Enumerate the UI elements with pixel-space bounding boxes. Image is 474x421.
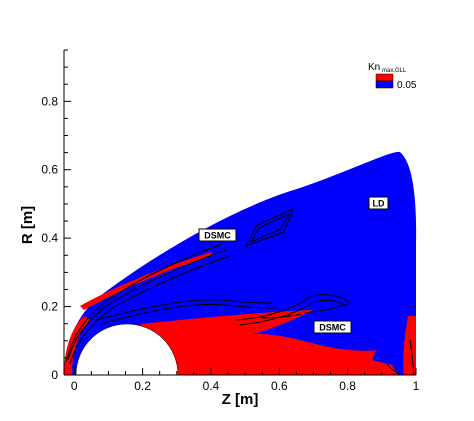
y-tick-label: 0.8 [41,94,58,108]
y-tick-label: 0.4 [41,231,58,245]
x-ticks [73,368,417,375]
y-tick-labels: 0 0.2 0.4 0.6 0.8 [41,94,58,382]
contour-lines [65,208,415,375]
sphere-body [75,323,179,376]
legend-label-blue: 0.05 [397,80,417,91]
annotation-ld: LD [368,196,389,210]
x-tick-label: 1 [413,379,420,393]
x-tick-label: 0.4 [203,379,220,393]
blue-region [64,151,417,375]
svg-text:DSMC: DSMC [319,323,346,333]
y-tick-label: 0 [51,368,58,382]
legend-title: Kn [368,62,380,73]
x-tick-labels: 0 0.2 0.4 0.6 0.8 1 [71,379,420,393]
x-tick-label: 0 [71,379,78,393]
y-tick-label: 0.2 [41,300,58,314]
y-tick-label: 0.6 [41,163,58,177]
svg-text:DSMC: DSMC [204,231,231,241]
legend-swatch-blue [375,80,394,89]
y-axis-title: R [m] [19,206,36,244]
svg-text:LD: LD [373,199,385,209]
axes [63,50,416,376]
x-axis-title: Z [m] [222,391,259,408]
annotation-dsmc-lower: DSMC [313,320,352,334]
y-ticks [64,49,71,376]
x-tick-label: 0.2 [134,379,151,393]
legend: Kn max,GLL 0.05 [368,62,417,91]
x-tick-label: 0.8 [339,379,356,393]
annotation-dsmc-upper: DSMC [198,228,237,242]
legend-title-subscript: max,GLL [382,68,407,74]
x-tick-label: 0.6 [271,379,288,393]
legend-swatch-red [375,73,394,82]
